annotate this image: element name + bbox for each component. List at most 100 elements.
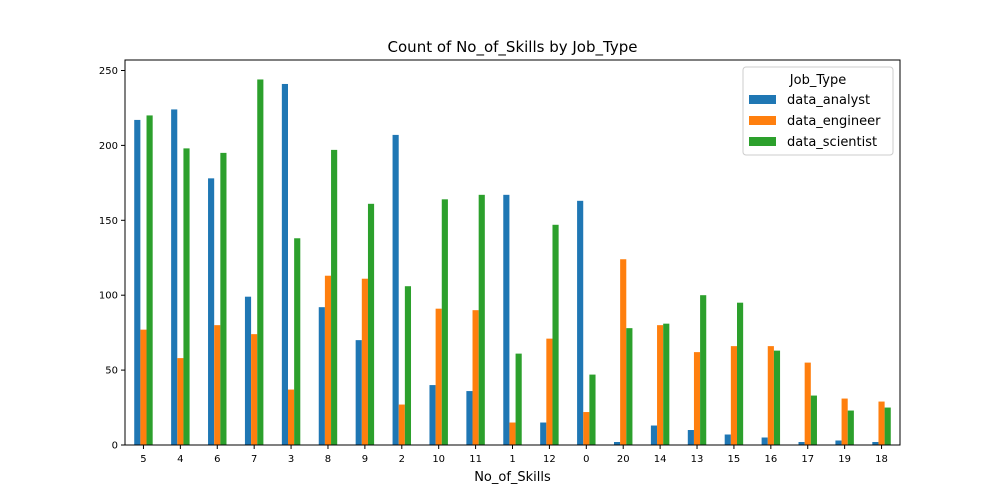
legend-label-data_scientist: data_scientist <box>787 135 877 150</box>
bar-data_analyst-2 <box>392 134 399 446</box>
x-tick-label: 12 <box>543 454 556 465</box>
x-tick-label: 4 <box>177 454 183 465</box>
legend-label-data_analyst: data_analyst <box>787 93 870 108</box>
bar-data_analyst-4 <box>171 109 178 446</box>
bar-data_scientist-16 <box>773 350 781 445</box>
bar-data_scientist-12 <box>552 224 559 445</box>
bar-data_analyst-16 <box>761 437 768 445</box>
y-tick-label: 250 <box>99 66 118 77</box>
x-axis: 5 4 6 7 3 8 9 2 10 11 1 12 0 20 14 13 15 16 17 19 18 <box>140 445 888 465</box>
y-tick-label: 200 <box>99 141 118 152</box>
bar-data_scientist-8 <box>331 149 338 445</box>
bar-data_analyst-6 <box>208 178 215 445</box>
y-tick-label: 50 <box>105 366 118 377</box>
bar-data_engineer-1 <box>509 422 516 445</box>
bar-data_analyst-13 <box>687 430 694 445</box>
x-tick-label: 0 <box>583 454 589 465</box>
y-tick-label: 100 <box>99 291 118 302</box>
bar-data_engineer-20 <box>620 259 627 445</box>
bar-data_scientist-2 <box>404 286 412 445</box>
bar-data_analyst-17 <box>798 442 805 445</box>
legend: Job_Type data_analyst data_engineer data_sc… <box>742 66 894 156</box>
bar-data_analyst-12 <box>540 422 547 445</box>
bar-data_scientist-17 <box>810 395 817 445</box>
x-tick-label: 6 <box>214 454 220 465</box>
x-tick-label: 9 <box>362 454 368 465</box>
x-tick-label: 8 <box>325 454 331 465</box>
bar-data_engineer-6 <box>214 325 221 445</box>
y-tick-label: 0 <box>112 441 118 452</box>
legend-swatch-data_engineer <box>749 116 776 125</box>
bar-data_engineer-15 <box>730 346 738 445</box>
bar-data_engineer-4 <box>177 358 184 445</box>
bar-data_analyst-19 <box>835 440 842 445</box>
bar-data_analyst-18 <box>872 442 879 445</box>
bar-data_analyst-11 <box>466 391 473 445</box>
bar-data_engineer-2 <box>398 404 405 445</box>
x-tick-label: 3 <box>288 454 294 465</box>
bar-data_engineer-3 <box>287 389 295 445</box>
bar-data_scientist-1 <box>515 353 522 445</box>
bar-data_scientist-14 <box>663 323 670 445</box>
bar-data_engineer-12 <box>546 338 553 445</box>
plot-frame <box>124 59 901 446</box>
bar-data_engineer-8 <box>324 275 332 445</box>
bar-data_engineer-18 <box>878 401 885 445</box>
legend-swatch-data_analyst <box>749 95 776 104</box>
bar-data_analyst-10 <box>429 385 436 445</box>
bar-data_engineer-11 <box>472 310 479 445</box>
x-tick-label: 18 <box>875 454 888 465</box>
legend-box <box>742 66 894 156</box>
x-tick-label: 13 <box>691 454 704 465</box>
x-tick-label: 14 <box>654 454 667 465</box>
bar-data_engineer-19 <box>841 398 848 445</box>
bar-data_analyst-8 <box>318 307 325 445</box>
bar-data_scientist-9 <box>367 203 375 445</box>
bar-data_analyst-3 <box>281 83 288 445</box>
bar-data_analyst-14 <box>650 425 658 445</box>
x-tick-label: 7 <box>251 454 257 465</box>
bar-data_engineer-10 <box>435 308 442 445</box>
bar-data_engineer-14 <box>657 325 664 445</box>
bar-data_analyst-15 <box>724 434 731 445</box>
bars-group <box>134 79 891 446</box>
x-tick-label: 20 <box>617 454 630 465</box>
x-tick-label: 16 <box>764 454 777 465</box>
bar-data_scientist-11 <box>478 194 485 445</box>
bar-data_engineer-5 <box>140 329 147 445</box>
bar-data_scientist-15 <box>737 302 744 445</box>
y-tick-label: 150 <box>99 216 118 227</box>
x-tick-label: 15 <box>728 454 741 465</box>
x-tick-label: 19 <box>838 454 851 465</box>
x-tick-label: 5 <box>140 454 146 465</box>
bar-data_scientist-4 <box>183 148 190 446</box>
bar-data_engineer-9 <box>361 278 368 445</box>
chart-title: Count of No_of_Skills by Job_Type <box>388 38 638 57</box>
x-tick-label: 17 <box>801 454 814 465</box>
bar-data_analyst-5 <box>134 119 141 445</box>
bar-data_analyst-0 <box>577 200 584 445</box>
bar-data_engineer-13 <box>693 352 701 445</box>
bar-data_scientist-7 <box>257 79 264 446</box>
bar-data_analyst-1 <box>503 194 510 445</box>
x-tick-label: 1 <box>509 454 515 465</box>
bar-data_scientist-5 <box>146 115 153 446</box>
legend-swatch-data_scientist <box>749 137 776 146</box>
x-tick-label: 10 <box>432 454 445 465</box>
bar-data_scientist-10 <box>441 199 448 445</box>
bar-data_scientist-20 <box>626 328 633 445</box>
x-tick-label: 11 <box>469 454 482 465</box>
bar-data_scientist-13 <box>700 295 707 445</box>
bar-data_scientist-3 <box>294 238 301 445</box>
x-tick-label: 2 <box>399 454 405 465</box>
bar-data_engineer-16 <box>767 346 774 445</box>
bar-data_analyst-7 <box>244 296 252 445</box>
x-axis-label: No_of_Skills <box>474 470 551 485</box>
bar-data_engineer-17 <box>804 362 811 445</box>
bar-data_scientist-18 <box>884 407 891 445</box>
bar-data_engineer-0 <box>583 412 590 445</box>
bar-data_scientist-19 <box>847 410 854 445</box>
bar-data_scientist-6 <box>220 152 227 445</box>
bar-data_analyst-20 <box>613 442 621 445</box>
